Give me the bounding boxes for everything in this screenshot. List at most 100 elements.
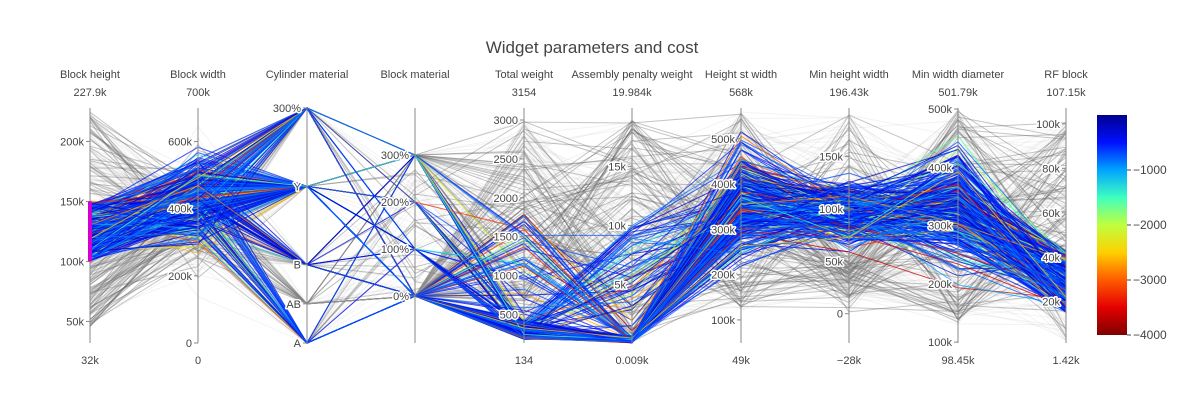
axis-max-label: 700k <box>186 87 210 99</box>
colorbar-gradient <box>1097 115 1127 335</box>
tick-label: 400k <box>711 179 735 191</box>
selected-line <box>89 149 1067 327</box>
tick-label: 0 <box>186 338 192 350</box>
context-line <box>89 139 1067 312</box>
context-line <box>89 144 1067 344</box>
context-line <box>89 127 1067 323</box>
tick-label: Y <box>294 181 302 193</box>
context-line <box>89 120 1067 303</box>
tick-label: 300k <box>711 224 735 236</box>
tick-label: 3000 <box>494 115 518 127</box>
context-line <box>89 126 1067 344</box>
tick-label: 200% <box>381 197 409 209</box>
axis-min-label: 98.45k <box>941 355 975 367</box>
axis-min-label: 49k <box>732 355 750 367</box>
tick-label: 100k <box>60 256 84 268</box>
context-line <box>89 154 1067 323</box>
colorbar-tick-label: −4000 <box>1133 328 1167 342</box>
tick-label: 0 <box>837 309 843 321</box>
tick-label: 20k <box>1042 297 1060 309</box>
axis-9[interactable]: Min width diameter 501.79k 98.45k 100k 200k 3… <box>912 69 1005 367</box>
axis-max-label: 196.43k <box>829 87 869 99</box>
axis-title: Block width <box>170 69 226 81</box>
tick-label: AB <box>286 299 301 311</box>
axis-min-label: 134 <box>515 355 533 367</box>
axis-max-label: 3154 <box>512 87 536 99</box>
tick-label: 200k <box>711 270 735 282</box>
axis-8[interactable]: Min height width 196.43k −28k 0 50k 100k 150k <box>809 69 889 367</box>
axis-min-label: 1.42k <box>1053 355 1080 367</box>
tick-label: A <box>294 338 302 350</box>
colorbar-tick-label: −3000 <box>1133 273 1167 287</box>
axis-2[interactable]: Block width 700k 00 200k 400k 600k <box>167 69 226 367</box>
tick-label: 100k <box>711 315 735 327</box>
tick-label: 1000 <box>494 271 518 283</box>
selected-line <box>89 107 1067 338</box>
axis-min-label: 32k <box>81 355 99 367</box>
tick-label: 15k <box>608 162 626 174</box>
axis-5[interactable]: Total weight 3154 134 500 1000 1500 2000 2500 30… <box>492 69 554 367</box>
axis-title: Total weight <box>495 69 553 81</box>
tick-label: 10k <box>608 220 626 232</box>
tick-label: 300k <box>928 221 952 233</box>
tick-label: 2500 <box>494 154 518 166</box>
colorbar: −1000 −2000 −3000 −4000 <box>1097 115 1167 342</box>
tick-label: 500k <box>711 134 735 146</box>
tick-label: 5k <box>614 279 626 291</box>
selected-lines <box>89 107 1067 344</box>
colorbar-tick-label: −2000 <box>1133 218 1167 232</box>
axis-max-label: 568k <box>729 87 753 99</box>
chart-title: Widget parameters and cost <box>486 38 699 57</box>
axis-4[interactable]: Block material 0% 100% 200% 300% <box>379 69 450 343</box>
tick-label: 300% <box>273 103 301 115</box>
tick-label: 400k <box>928 162 952 174</box>
tick-label: 100k <box>819 204 843 216</box>
context-line <box>89 112 1067 344</box>
axis-title: Height st width <box>705 69 777 81</box>
tick-label: 150k <box>819 152 843 164</box>
selected-line <box>89 185 1067 344</box>
tick-label: 300% <box>381 150 409 162</box>
axis-title: Cylinder material <box>266 69 349 81</box>
selected-line <box>89 185 1067 328</box>
selected-line <box>89 107 1067 340</box>
selected-line <box>89 141 1067 338</box>
axis-constraint-range[interactable] <box>88 201 92 262</box>
tick-label: 40k <box>1042 252 1060 264</box>
selected-line <box>89 175 1067 342</box>
tick-label: 50k <box>825 256 843 268</box>
tick-label: 200k <box>168 271 192 283</box>
context-line <box>89 147 1067 344</box>
axis-max-label: 501.79k <box>938 87 978 99</box>
tick-label: 200k <box>60 136 84 148</box>
axis-6[interactable]: Assembly penalty weight 19.984k 0.009k 5k 10… <box>571 69 692 367</box>
axis-1[interactable]: Block height 227.9k 32k 50k 100k 150k 200k <box>59 69 120 367</box>
axis-3[interactable]: Cylinder material A AB B Y 300% <box>266 69 349 352</box>
selected-line <box>89 107 1067 343</box>
axis-10[interactable]: RF block 107.15k 1.42k 20k 40k 60k 80k 100k <box>1035 69 1089 367</box>
axes: Block height227.9k32k50k100k150k200kBloc… <box>59 69 1089 367</box>
axis-max-label: 19.984k <box>612 87 652 99</box>
axis-title: Min height width <box>809 69 889 81</box>
selected-line <box>89 169 1067 340</box>
axis-title: Assembly penalty weight <box>571 69 692 81</box>
selected-line <box>89 200 1067 344</box>
tick-label: 0% <box>393 291 409 303</box>
selected-line <box>89 107 1067 340</box>
tick-label: 100k <box>928 337 952 349</box>
selected-line <box>89 200 1067 344</box>
axis-title: Block material <box>380 69 449 81</box>
tick-label: B <box>294 260 301 272</box>
tick-label: 100k <box>1036 119 1060 131</box>
axis-min-label: −28k <box>837 355 862 367</box>
tick-label: 150k <box>60 196 84 208</box>
axis-min-label: 0 <box>195 355 201 367</box>
tick-label: 50k <box>66 316 84 328</box>
tick-label: 80k <box>1042 163 1060 175</box>
axis-7[interactable]: Height st width 568k 49k 100k 200k 300k 400k 50… <box>705 69 777 367</box>
tick-label: 600k <box>168 137 192 149</box>
selected-line <box>89 183 1067 342</box>
context-line <box>89 165 1067 344</box>
